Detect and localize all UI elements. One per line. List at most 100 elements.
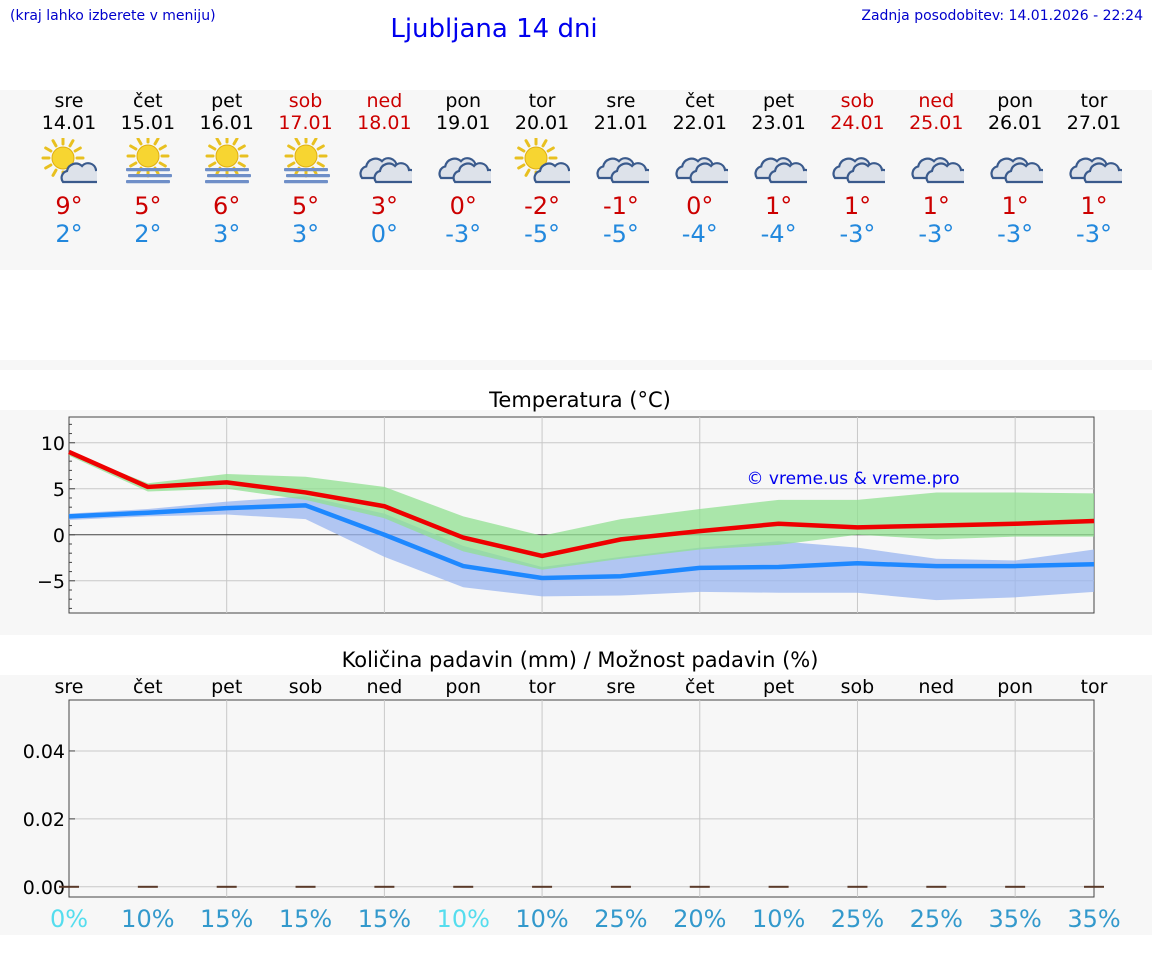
day-column: pon 19.01 0° -3° bbox=[423, 90, 503, 248]
precip-probability: 20% bbox=[673, 905, 726, 933]
x-category-label: sob bbox=[289, 676, 323, 698]
precip-bar bbox=[768, 885, 789, 888]
max-temp: 6° bbox=[213, 192, 241, 220]
day-name: sob bbox=[288, 90, 323, 112]
min-temp: 3° bbox=[291, 220, 320, 248]
day-name: tor bbox=[528, 90, 556, 112]
x-category-label: ned bbox=[366, 676, 402, 698]
max-temp: 5° bbox=[134, 192, 162, 220]
cloudy-icon bbox=[675, 157, 728, 184]
day-name: pet bbox=[211, 90, 243, 112]
page-title: Ljubljana 14 dni bbox=[390, 14, 598, 44]
y-tick-label: 0.04 bbox=[23, 741, 65, 763]
min-temp-line bbox=[68, 503, 1095, 581]
day-date: 15.01 bbox=[120, 112, 176, 134]
cloudy-icon bbox=[911, 157, 965, 184]
day-column: ned 18.01 3° 0° bbox=[344, 90, 424, 248]
day-column: pet 16.01 6° 3° bbox=[187, 90, 267, 248]
day-name: sre bbox=[606, 90, 636, 112]
max-temp: 1° bbox=[764, 192, 793, 220]
cloudy-icon bbox=[990, 157, 1044, 184]
precip-probability: 10% bbox=[752, 905, 805, 933]
location-hint: (kraj lahko izberete v meniju) bbox=[10, 8, 216, 24]
precip-probability: 10% bbox=[121, 905, 174, 933]
precip-bar bbox=[1084, 885, 1104, 888]
max-temp: 0° bbox=[686, 192, 714, 220]
x-category-label: tor bbox=[1081, 676, 1108, 698]
last-updated: Zadnja posodobitev: 14.01.2026 - 22:24 bbox=[861, 8, 1143, 24]
day-date: 22.01 bbox=[672, 112, 727, 134]
min-temp-range-band bbox=[69, 496, 1094, 601]
min-temp: -3° bbox=[997, 220, 1034, 248]
day-date: 27.01 bbox=[1066, 112, 1122, 134]
cloudy-icon bbox=[754, 157, 807, 184]
day-date: 19.01 bbox=[436, 112, 491, 134]
y-tick-label: −5 bbox=[37, 571, 65, 593]
precip-probability: 15% bbox=[279, 905, 332, 933]
day-date: 14.01 bbox=[41, 112, 97, 134]
precip-probability: 10% bbox=[437, 905, 490, 933]
precip-bar bbox=[137, 885, 158, 888]
day-name: pon bbox=[445, 90, 482, 112]
max-temp: 5° bbox=[291, 192, 320, 220]
x-category-label: ned bbox=[918, 676, 954, 698]
day-name: sob bbox=[840, 90, 875, 112]
day-date: 21.01 bbox=[593, 112, 649, 134]
precip-bar bbox=[610, 885, 631, 888]
day-date: 18.01 bbox=[357, 112, 412, 134]
plot-area bbox=[68, 699, 1095, 898]
cloudy-icon bbox=[832, 157, 886, 184]
precip-bar bbox=[374, 885, 395, 888]
precipitation-chart: 0.04 0.02 0.00 sre čet pet sob ned pon tor sre čet p… bbox=[23, 676, 1121, 933]
sun-fog-icon bbox=[204, 138, 251, 184]
precip-bar bbox=[689, 885, 710, 888]
min-temp: -3° bbox=[445, 220, 482, 248]
temperature-chart-title: Temperatura (°C) bbox=[489, 388, 671, 412]
day-column: ned 25.01 1° -3° bbox=[896, 90, 976, 248]
precip-bar bbox=[295, 885, 316, 888]
x-category-label: pon bbox=[997, 676, 1033, 698]
precip-probability: 0% bbox=[50, 905, 88, 933]
max-temp: 1° bbox=[1080, 192, 1108, 220]
min-temp: 2° bbox=[134, 220, 162, 248]
x-category-label: čet bbox=[133, 676, 163, 698]
separator bbox=[0, 360, 1152, 370]
precip-probability: 15% bbox=[200, 905, 253, 933]
day-column: sob 24.01 1° -3° bbox=[817, 90, 897, 248]
day-name: pet bbox=[763, 90, 795, 112]
precip-probability: 15% bbox=[358, 905, 411, 933]
y-tick-label: 0.00 bbox=[23, 877, 65, 899]
day-column: čet 15.01 5° 2° bbox=[108, 90, 188, 248]
precip-probability: 35% bbox=[988, 905, 1041, 933]
min-temp: -3° bbox=[918, 220, 955, 248]
min-temp: -4° bbox=[760, 220, 797, 248]
day-column: pon 26.01 1° -3° bbox=[975, 90, 1055, 248]
min-temp: -5° bbox=[524, 220, 561, 248]
day-name: tor bbox=[1080, 90, 1108, 112]
min-temp: 2° bbox=[55, 220, 83, 248]
day-column: sob 17.01 5° 3° bbox=[266, 90, 346, 248]
cloudy-icon bbox=[438, 157, 492, 184]
day-column: sre 21.01 -1° -5° bbox=[581, 90, 661, 248]
sun-cloud-icon bbox=[41, 138, 97, 184]
day-date: 17.01 bbox=[278, 112, 333, 134]
day-name: čet bbox=[133, 90, 163, 112]
precip-bar bbox=[216, 885, 237, 888]
precip-probability: 35% bbox=[1067, 905, 1120, 933]
day-name: pon bbox=[997, 90, 1033, 112]
y-tick-label: 0.02 bbox=[23, 809, 65, 831]
precip-probability: 10% bbox=[515, 905, 568, 933]
day-date: 20.01 bbox=[514, 112, 570, 134]
max-temp: 1° bbox=[1001, 192, 1029, 220]
max-temp: -1° bbox=[602, 192, 639, 220]
y-tick-label: 5 bbox=[53, 479, 65, 501]
max-temp: 1° bbox=[922, 192, 950, 220]
y-tick-label: 0 bbox=[53, 525, 65, 547]
min-temp: -3° bbox=[1076, 220, 1112, 248]
sun-cloud-icon bbox=[514, 138, 571, 184]
day-column: tor 20.01 -2° -5° bbox=[502, 90, 582, 248]
x-category-label: sob bbox=[841, 676, 875, 698]
x-category-label: pet bbox=[763, 676, 794, 698]
min-temp: -5° bbox=[602, 220, 639, 248]
day-name: sre bbox=[54, 90, 84, 112]
